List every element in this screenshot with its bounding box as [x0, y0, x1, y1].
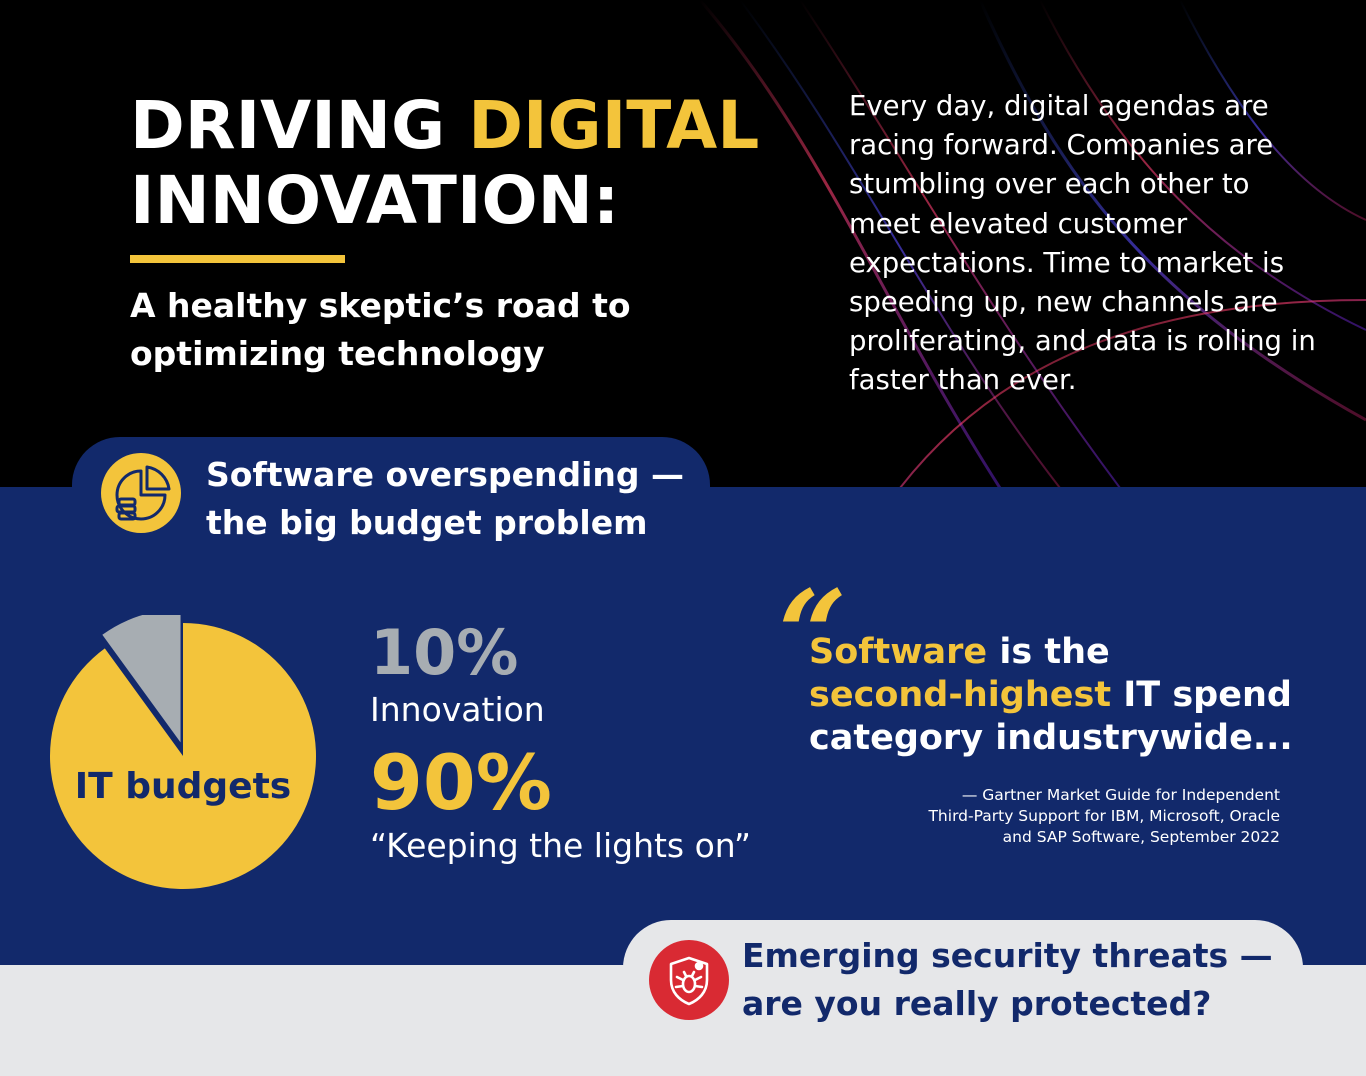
page-subtitle: A healthy skeptic’s road to optimizing t… [130, 286, 631, 373]
title-underline [130, 255, 345, 263]
innovation-percent: 10% [370, 616, 519, 689]
budget-chart-icon [101, 453, 181, 533]
shield-bug-icon [649, 940, 729, 1020]
budget-section-heading: Software overspending — the big budget pr… [206, 455, 684, 542]
security-section-tab [623, 920, 1303, 990]
page-title: DRIVING DIGITAL INNOVATION: [130, 87, 760, 239]
pie-slice-innovation [102, 615, 181, 743]
innovation-label: Innovation [370, 690, 545, 729]
quote-text: Software is the second-highest IT spend … [809, 632, 1293, 758]
lights-on-percent: 90% [370, 738, 552, 827]
pie-slice-keeping-lights-on [49, 623, 316, 889]
security-section-heading: Emerging security threats — are you reall… [742, 936, 1273, 1023]
hero-section: DRIVING DIGITAL INNOVATION: A healthy ske… [0, 0, 1366, 488]
it-budget-pie-chart: IT budgets [49, 615, 316, 889]
intro-paragraph: Every day, digital agendas are racing fo… [849, 90, 1316, 397]
pie-center-label: IT budgets [75, 766, 291, 807]
hero-light-streaks [698, 0, 1366, 488]
title-highlight: DIGITAL [468, 87, 760, 164]
lights-on-label: “Keeping the lights on” [370, 826, 752, 865]
quote-source: — Gartner Market Guide for Independent Th… [928, 786, 1280, 846]
quote-mark: “ [778, 564, 848, 705]
